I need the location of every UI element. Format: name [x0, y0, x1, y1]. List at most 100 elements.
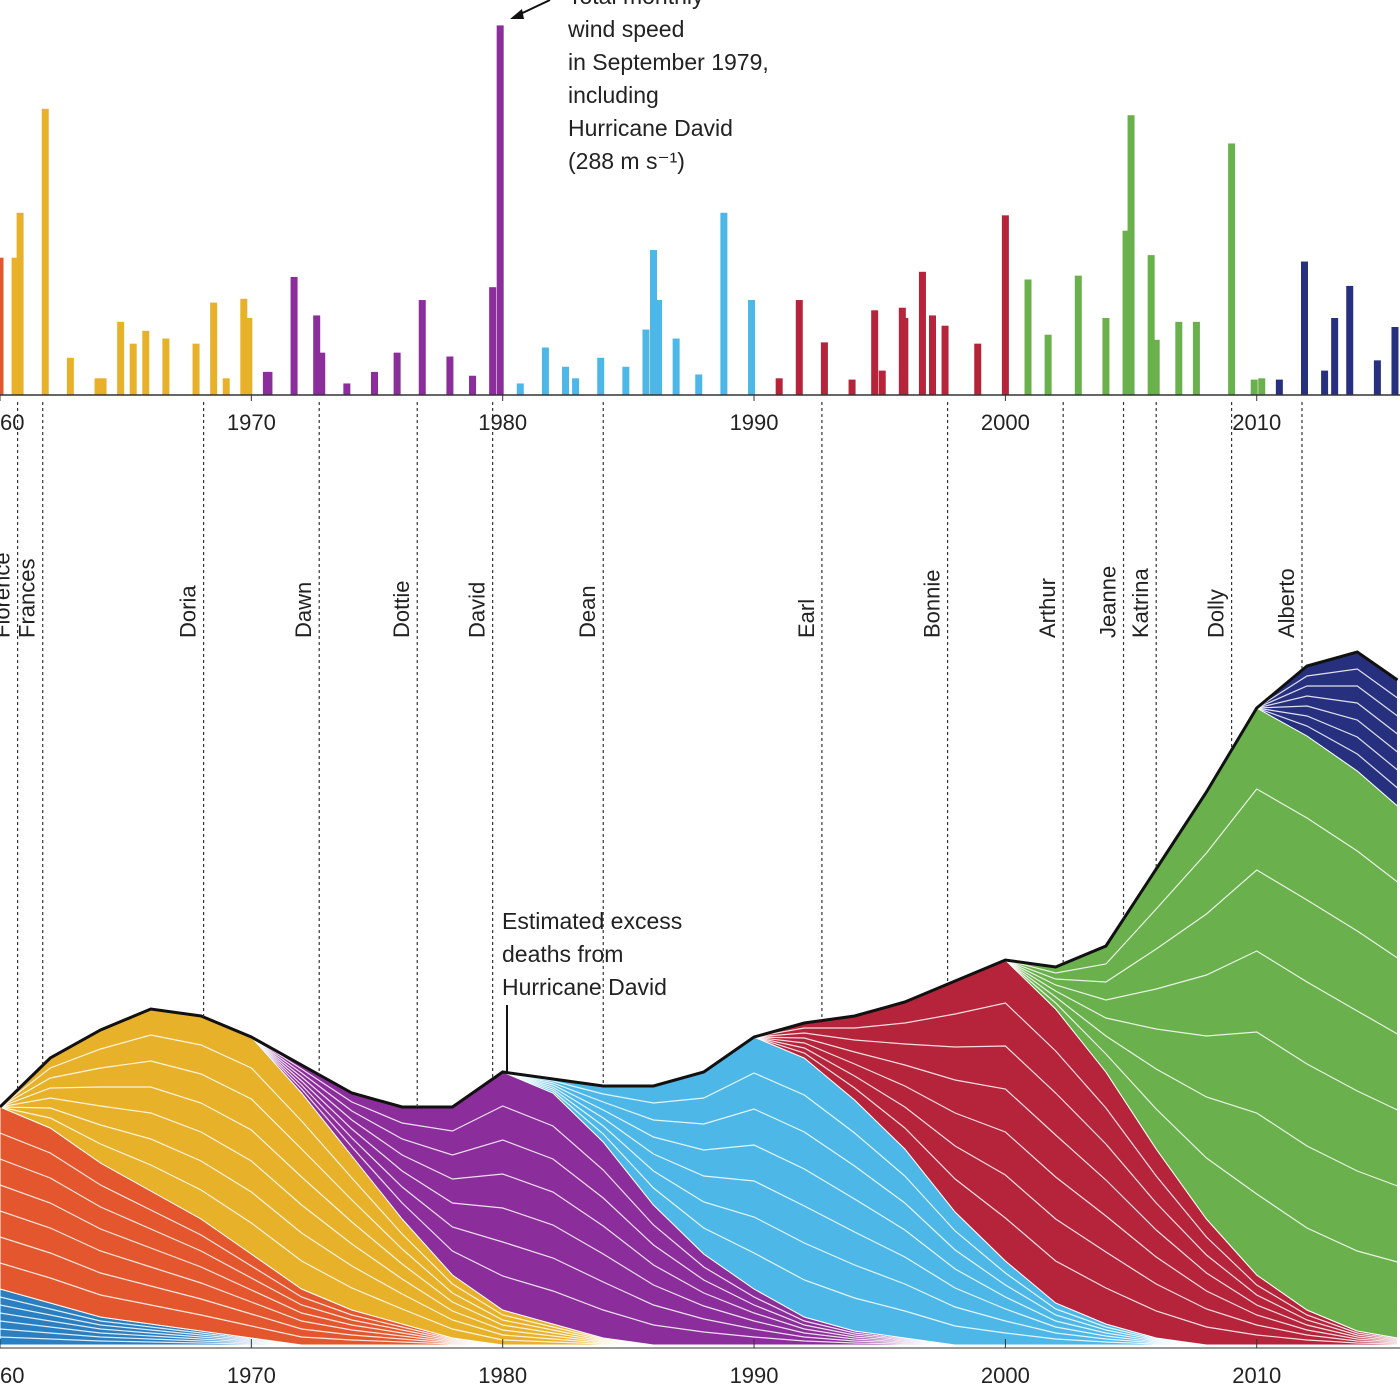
- bar: [117, 321, 125, 395]
- hurricane-name: Frances: [15, 559, 40, 638]
- x-tick-label: 1980: [478, 1363, 527, 1388]
- bar: [597, 357, 605, 395]
- bar: [901, 318, 909, 395]
- bar: [1300, 261, 1308, 395]
- bar: [1044, 334, 1052, 395]
- bar: [720, 212, 728, 395]
- bar: [1192, 321, 1200, 395]
- bar: [820, 342, 828, 395]
- bar: [748, 300, 756, 395]
- annotation: wind speed: [567, 16, 684, 42]
- bar: [622, 366, 630, 395]
- x-tick-label: 1990: [730, 410, 779, 435]
- bar: [941, 325, 949, 395]
- bar: [1391, 326, 1399, 395]
- bar: [1321, 370, 1329, 395]
- bar: [489, 287, 497, 395]
- bar: [1331, 318, 1339, 395]
- bar: [210, 302, 218, 395]
- bar: [469, 375, 477, 395]
- bar: [192, 343, 200, 395]
- bar: [41, 108, 49, 396]
- bar: [313, 315, 321, 395]
- annotation: Total monthly: [568, 0, 704, 9]
- bar: [928, 315, 936, 395]
- annotation: Hurricane David: [502, 974, 667, 1000]
- hurricane-name: Dawn: [291, 582, 316, 638]
- hurricane-name: David: [465, 582, 490, 638]
- bar: [16, 212, 24, 395]
- bar: [1228, 143, 1236, 395]
- bar: [1346, 285, 1354, 395]
- hurricane-name: Earl: [794, 599, 819, 638]
- annotation: including: [568, 82, 659, 108]
- bar: [1275, 379, 1283, 395]
- x-tick-label: 1960: [0, 410, 24, 435]
- bar: [974, 343, 982, 395]
- x-tick-label: 1980: [478, 410, 527, 435]
- bar: [1373, 360, 1381, 395]
- bar: [0, 257, 4, 395]
- bar: [871, 310, 879, 395]
- bar: [1250, 379, 1258, 395]
- bar: [162, 338, 170, 395]
- bar: [1001, 215, 1009, 395]
- x-tick-label: 2000: [981, 410, 1030, 435]
- hurricane-name: Dean: [575, 585, 600, 638]
- bar: [1127, 115, 1135, 395]
- bar: [1258, 378, 1266, 395]
- bar: [94, 378, 102, 395]
- bar: [99, 378, 107, 395]
- bar: [672, 338, 680, 395]
- bar: [918, 271, 926, 395]
- hurricane-name: Jeanne: [1096, 566, 1121, 638]
- bar: [848, 379, 856, 395]
- hurricane-name: Arthur: [1035, 578, 1060, 638]
- bar: [496, 25, 504, 396]
- bar: [572, 378, 580, 395]
- annotation: in September 1979,: [568, 49, 769, 75]
- x-tick-label: 1960: [0, 1363, 24, 1388]
- bar: [343, 383, 351, 395]
- bar: [393, 352, 401, 395]
- bar: [655, 300, 663, 395]
- bar: [695, 374, 703, 395]
- bar: [775, 378, 783, 395]
- bar: [795, 300, 803, 395]
- x-tick-label: 2000: [981, 1363, 1030, 1388]
- bar: [11, 257, 19, 395]
- hurricane-name: Dottie: [389, 581, 414, 638]
- annotation: deaths from: [502, 941, 623, 967]
- hurricane-name: Bonnie: [920, 569, 945, 638]
- arrow-head: [510, 9, 524, 19]
- bar: [642, 329, 650, 395]
- x-tick-label: 2010: [1232, 410, 1281, 435]
- bar: [1147, 255, 1155, 395]
- bar: [650, 249, 658, 395]
- x-tick-label: 1970: [227, 1363, 276, 1388]
- total-outline: [0, 650, 1399, 1109]
- bar: [1152, 339, 1160, 395]
- bar: [1122, 230, 1130, 395]
- x-tick-label: 1990: [730, 1363, 779, 1388]
- bar: [562, 366, 570, 395]
- bar: [1024, 279, 1032, 395]
- bar: [446, 356, 454, 395]
- annotation: Hurricane David: [568, 115, 733, 141]
- annotation: Estimated excess: [502, 908, 682, 934]
- bar: [142, 330, 150, 395]
- bar: [245, 318, 253, 395]
- bar: [1074, 275, 1082, 395]
- bar: [371, 371, 379, 395]
- hurricane-name: Katrina: [1128, 568, 1153, 638]
- bar: [1175, 321, 1183, 395]
- bar: [222, 378, 230, 395]
- bar: [265, 371, 273, 395]
- hurricane-name: Florence: [0, 552, 15, 638]
- annotation: (288 m s⁻¹): [568, 148, 685, 174]
- bar: [240, 298, 248, 395]
- bar: [878, 370, 886, 395]
- x-tick-label: 2010: [1232, 1363, 1281, 1388]
- bar: [129, 343, 137, 395]
